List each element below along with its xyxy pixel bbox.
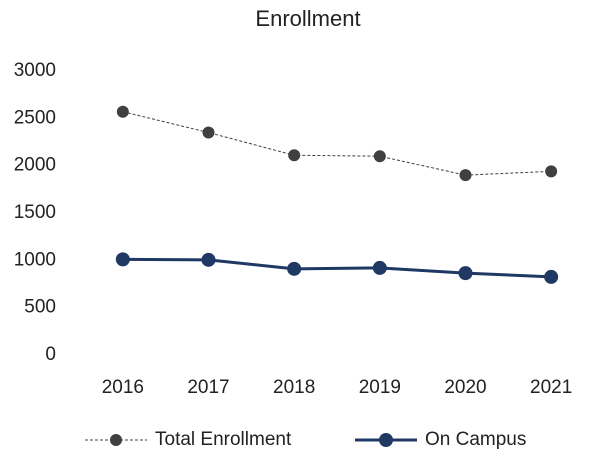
y-tick-label: 2000 [14, 155, 56, 176]
data-point [115, 252, 130, 267]
y-tick-label: 1000 [14, 249, 56, 270]
data-point [288, 149, 301, 162]
x-tick-label: 2021 [530, 377, 572, 398]
legend-label: Total Enrollment [155, 429, 292, 450]
data-point [202, 126, 215, 139]
legend-marker [379, 433, 393, 447]
x-tick-label: 2016 [102, 377, 144, 398]
x-tick-label: 2017 [187, 377, 229, 398]
chart-title: Enrollment [255, 6, 360, 31]
data-point [544, 269, 559, 284]
series-line [122, 257, 552, 279]
x-tick-label: 2020 [444, 377, 486, 398]
y-tick-label: 2500 [14, 107, 56, 128]
data-point [545, 165, 558, 178]
x-tick-label: 2018 [273, 377, 315, 398]
data-point [116, 105, 129, 118]
data-point [201, 252, 216, 267]
legend-marker [110, 434, 122, 446]
data-point [459, 169, 472, 182]
data-point [287, 261, 302, 276]
series-line [122, 111, 552, 176]
legend-label: On Campus [425, 429, 526, 450]
y-tick-label: 500 [24, 297, 56, 318]
y-tick-label: 1500 [14, 202, 56, 223]
data-point [458, 266, 473, 281]
data-point [373, 150, 386, 163]
y-tick-label: 0 [45, 344, 56, 365]
y-tick-label: 3000 [14, 60, 56, 81]
data-point [372, 260, 387, 275]
x-tick-label: 2019 [359, 377, 401, 398]
